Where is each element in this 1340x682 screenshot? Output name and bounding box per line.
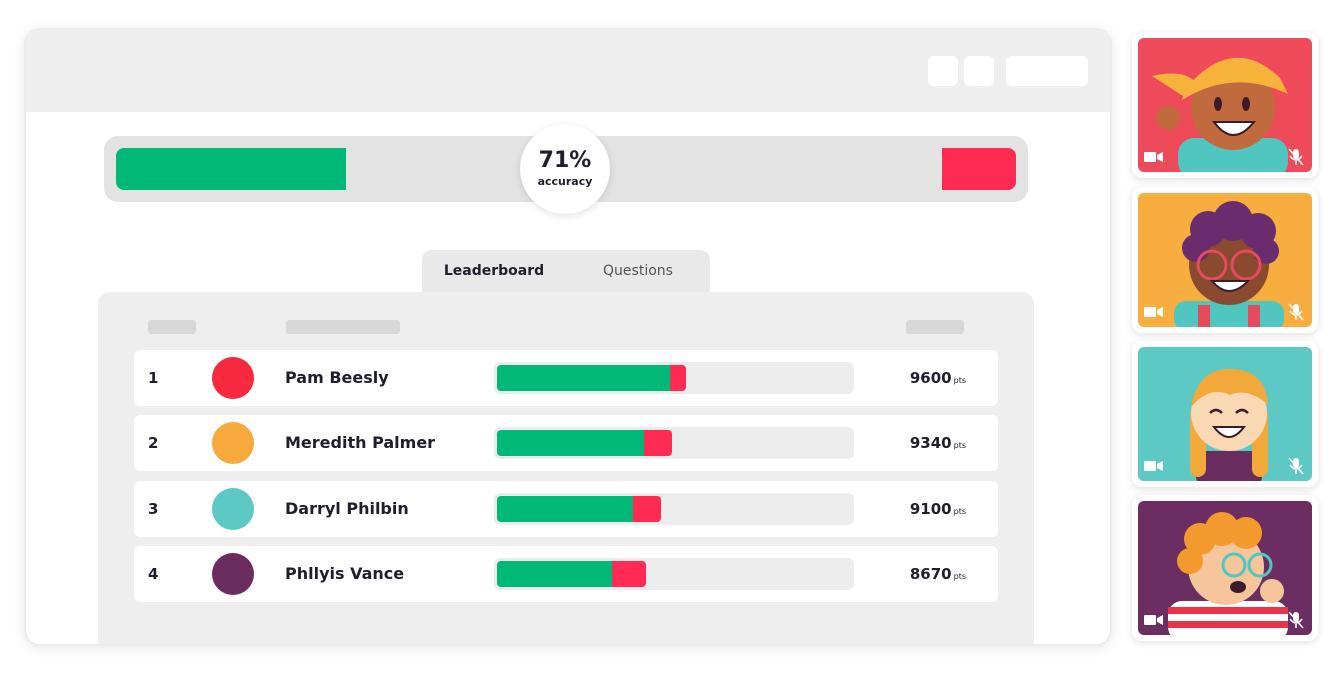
player-accuracy-bar: [494, 362, 854, 394]
video-camera-icon[interactable]: [1144, 613, 1164, 627]
player-avatar: [212, 357, 254, 399]
rank-number: 1: [148, 369, 159, 387]
tab-questions[interactable]: Questions: [603, 263, 673, 279]
player-accuracy-bar: [494, 493, 854, 525]
correct-segment: [497, 561, 612, 587]
window-button[interactable]: [928, 56, 958, 86]
video-tile[interactable]: [1132, 187, 1318, 333]
player-avatar: [212, 553, 254, 595]
player-accuracy-bar: [494, 558, 854, 590]
player-name: Meredith Palmer: [285, 433, 436, 452]
microphone-muted-icon[interactable]: [1288, 303, 1304, 321]
participant-illustration: [1190, 368, 1268, 481]
correct-segment: [497, 430, 644, 456]
accuracy-badge: 71% accuracy: [520, 124, 610, 214]
correct-segment: [497, 365, 670, 391]
video-tile[interactable]: [1132, 495, 1318, 641]
player-score: 8670 pts: [910, 546, 966, 605]
incorrect-segment: [644, 430, 672, 456]
column-header-placeholder: [148, 320, 196, 334]
correct-segment: [497, 496, 633, 522]
player-score: 9340 pts: [910, 415, 966, 474]
leaderboard-row[interactable]: 3 Darryl Philbin 9100 pts: [134, 481, 998, 537]
video-camera-icon[interactable]: [1144, 305, 1164, 319]
tab-bar: Leaderboard Questions: [422, 250, 710, 296]
score-value: 9600: [909, 369, 952, 387]
microphone-muted-icon[interactable]: [1288, 457, 1304, 475]
tab-leaderboard[interactable]: Leaderboard: [436, 250, 552, 294]
incorrect-segment: [633, 496, 661, 522]
browser-window: 71% accuracy Leaderboard Questions 1 Pam…: [24, 28, 1112, 646]
microphone-muted-icon[interactable]: [1288, 611, 1304, 629]
accuracy-label: accuracy: [537, 175, 593, 188]
microphone-muted-icon[interactable]: [1288, 148, 1304, 166]
player-score: 9100 pts: [910, 481, 966, 540]
player-name: Phllyis Vance: [285, 564, 405, 583]
score-unit: pts: [953, 376, 966, 385]
leaderboard-panel: 1 Pam Beesly 9600 pts 2 Meredith Palmer 9…: [98, 292, 1034, 644]
participant-illustration: [1152, 57, 1288, 172]
leaderboard-row[interactable]: 4 Phllyis Vance 8670 pts: [134, 546, 998, 602]
video-feed: [1138, 193, 1312, 327]
player-score: 9600 pts: [910, 350, 966, 409]
score-unit: pts: [953, 507, 966, 516]
video-feed: [1138, 501, 1312, 635]
player-name: Darryl Philbin: [285, 499, 409, 518]
score-unit: pts: [953, 441, 966, 450]
leaderboard-row[interactable]: 2 Meredith Palmer 9340 pts: [134, 415, 998, 471]
video-feed: [1138, 38, 1312, 172]
incorrect-segment: [670, 365, 686, 391]
participant-illustration: [1168, 512, 1288, 635]
incorrect-segment: [612, 561, 646, 587]
score-value: 9100: [909, 500, 952, 518]
video-tile[interactable]: [1132, 32, 1318, 178]
player-accuracy-bar: [494, 427, 854, 459]
video-feed: [1138, 347, 1312, 481]
accuracy-incorrect-segment: [942, 148, 1016, 190]
window-button[interactable]: [964, 56, 994, 86]
video-camera-icon[interactable]: [1144, 459, 1164, 473]
participant-illustration: [1174, 201, 1284, 327]
video-tile[interactable]: [1132, 341, 1318, 487]
rank-number: 3: [148, 500, 159, 518]
player-avatar: [212, 422, 254, 464]
accuracy-value: 71%: [538, 148, 592, 173]
accuracy-bar: 71% accuracy: [104, 124, 1028, 214]
video-camera-icon[interactable]: [1144, 150, 1164, 164]
rank-number: 4: [148, 565, 159, 583]
score-value: 8670: [909, 565, 952, 583]
column-header-placeholder: [286, 320, 400, 334]
rank-number: 2: [148, 434, 159, 452]
leaderboard-row[interactable]: 1 Pam Beesly 9600 pts: [134, 350, 998, 406]
window-titlebar: [26, 30, 1110, 112]
accuracy-correct-segment: [116, 148, 346, 190]
player-name: Pam Beesly: [285, 368, 389, 387]
score-unit: pts: [953, 572, 966, 581]
score-value: 9340: [909, 434, 952, 452]
window-button-wide[interactable]: [1006, 56, 1088, 86]
player-avatar: [212, 488, 254, 530]
column-header-placeholder: [906, 320, 964, 334]
